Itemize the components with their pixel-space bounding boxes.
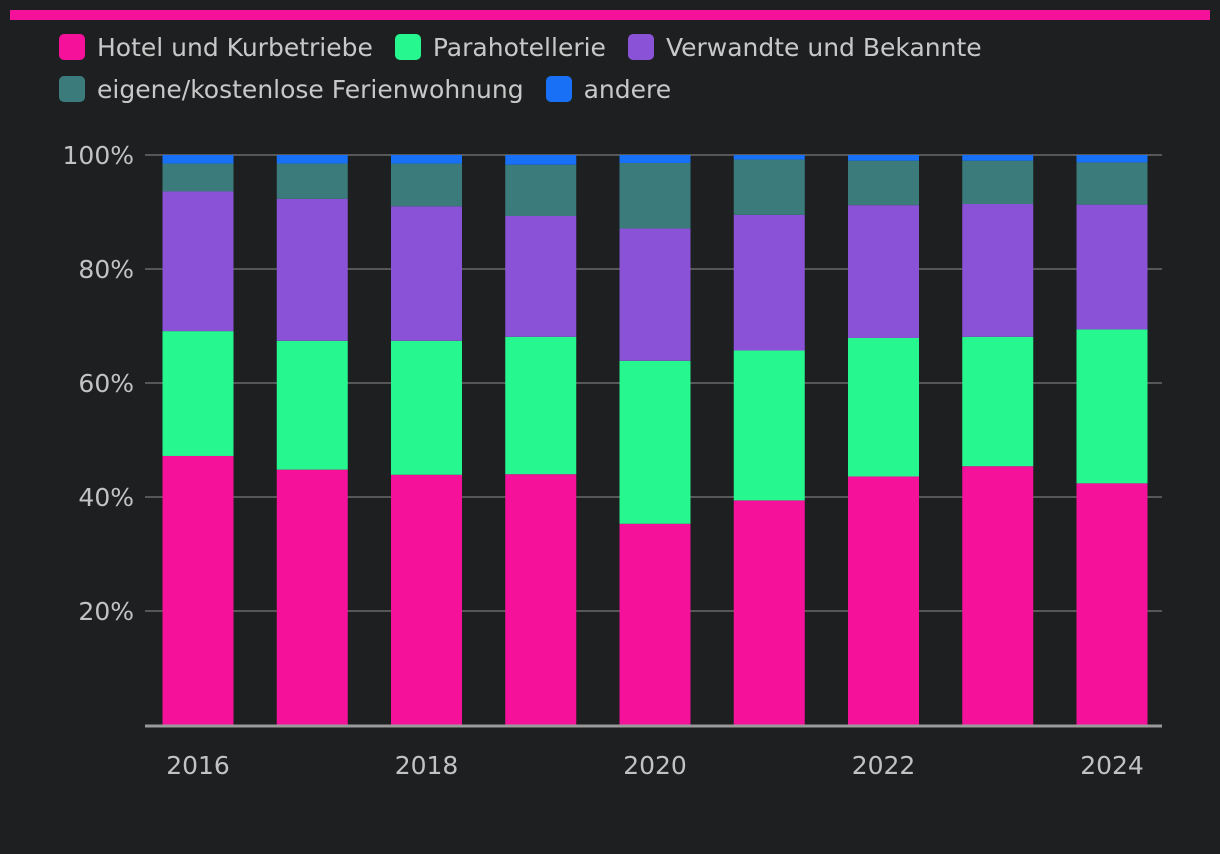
bar-segment[interactable] bbox=[1076, 204, 1148, 330]
bar-segment[interactable] bbox=[962, 466, 1034, 725]
bar-segment[interactable] bbox=[276, 155, 348, 164]
x-tick-label: 2018 bbox=[395, 751, 459, 780]
legend-item-hotel[interactable]: Hotel und Kurbetriebe bbox=[59, 33, 373, 62]
legend-row-1: Hotel und Kurbetriebe Parahotellerie Ver… bbox=[59, 26, 1059, 68]
bar-segment[interactable] bbox=[962, 155, 1034, 161]
bar-stack-2016 bbox=[162, 155, 234, 725]
y-tick-label: 80% bbox=[78, 255, 134, 284]
bar-segment[interactable] bbox=[391, 340, 462, 475]
bar-segment[interactable] bbox=[619, 523, 691, 725]
bar-segment[interactable] bbox=[733, 155, 805, 160]
x-tick-label: 2016 bbox=[166, 751, 230, 780]
bar-segment[interactable] bbox=[276, 198, 348, 341]
bar-segment[interactable] bbox=[1076, 329, 1148, 484]
bar-segment[interactable] bbox=[848, 205, 919, 338]
bar-stack-2019 bbox=[505, 155, 577, 725]
top-accent-bar bbox=[10, 10, 1210, 20]
legend-label-verwandte: Verwandte und Bekannte bbox=[665, 32, 982, 62]
bar-segment[interactable] bbox=[733, 214, 805, 351]
bar-segment[interactable] bbox=[962, 336, 1034, 467]
bar-segment[interactable] bbox=[162, 455, 234, 725]
x-tick-label: 2022 bbox=[852, 751, 916, 780]
bar-segment[interactable] bbox=[505, 474, 577, 725]
bar-segment[interactable] bbox=[162, 331, 234, 456]
legend-row-2: eigene/kostenlose Ferienwohnung andere bbox=[59, 68, 1059, 110]
bar-segment[interactable] bbox=[848, 155, 919, 161]
bars bbox=[162, 155, 1148, 725]
x-tick-label: 2020 bbox=[623, 751, 687, 780]
bar-segment[interactable] bbox=[848, 476, 919, 725]
bar-segment[interactable] bbox=[619, 228, 691, 361]
bar-stack-2023 bbox=[962, 155, 1034, 725]
bar-segment[interactable] bbox=[733, 350, 805, 501]
bar-segment[interactable] bbox=[391, 206, 462, 341]
bar-segment[interactable] bbox=[162, 163, 234, 192]
bar-stack-2018 bbox=[391, 155, 462, 725]
legend-label-andere: andere bbox=[583, 74, 672, 104]
bar-stack-2020 bbox=[619, 155, 691, 725]
bar-segment[interactable] bbox=[1076, 155, 1148, 163]
legend-swatch-parahotellerie bbox=[394, 34, 421, 60]
y-tick-labels: 20% 40% 60% 80% 100% bbox=[63, 141, 134, 626]
bar-segment[interactable] bbox=[1076, 162, 1148, 205]
bar-segment[interactable] bbox=[276, 469, 348, 725]
bar-stack-2021 bbox=[733, 155, 805, 725]
legend-label-ferienwohnung: eigene/kostenlose Ferienwohnung bbox=[97, 74, 524, 104]
bar-segment[interactable] bbox=[733, 159, 805, 215]
bar-segment[interactable] bbox=[848, 337, 919, 477]
bar-segment[interactable] bbox=[162, 155, 234, 164]
bar-segment[interactable] bbox=[505, 155, 577, 165]
bar-segment[interactable] bbox=[162, 191, 234, 332]
x-tick-labels: 2016 2018 2020 2022 2024 bbox=[166, 751, 1144, 780]
bar-segment[interactable] bbox=[391, 163, 462, 207]
bar-segment[interactable] bbox=[391, 155, 462, 164]
legend-swatch-ferienwohnung bbox=[59, 76, 85, 102]
legend-swatch-andere bbox=[545, 76, 572, 102]
legend-label-parahotellerie: Parahotellerie bbox=[432, 32, 606, 62]
bar-segment[interactable] bbox=[733, 500, 805, 725]
bar-segment[interactable] bbox=[276, 340, 348, 470]
legend-item-ferienwohnung[interactable]: eigene/kostenlose Ferienwohnung bbox=[59, 75, 524, 104]
bar-stack-2017 bbox=[276, 155, 348, 725]
bar-segment[interactable] bbox=[619, 162, 691, 229]
bar-segment[interactable] bbox=[619, 360, 691, 524]
bar-segment[interactable] bbox=[505, 164, 577, 216]
bar-segment[interactable] bbox=[276, 163, 348, 199]
y-tick-label: 20% bbox=[78, 597, 134, 626]
y-tick-label: 100% bbox=[63, 141, 134, 170]
bar-segment[interactable] bbox=[505, 336, 577, 475]
bar-stack-2024 bbox=[1076, 155, 1148, 725]
bar-segment[interactable] bbox=[962, 204, 1034, 337]
legend-item-andere[interactable]: andere bbox=[545, 74, 672, 104]
bar-segment[interactable] bbox=[505, 215, 577, 337]
bar-segment[interactable] bbox=[619, 155, 691, 163]
x-tick-label: 2024 bbox=[1080, 751, 1144, 780]
legend-item-parahotellerie[interactable]: Parahotellerie bbox=[394, 32, 606, 62]
legend-swatch-hotel bbox=[59, 34, 85, 60]
bar-segment[interactable] bbox=[848, 160, 919, 206]
y-tick-label: 40% bbox=[78, 483, 134, 512]
legend-swatch-verwandte bbox=[627, 34, 654, 60]
bar-stack-2022 bbox=[848, 155, 919, 725]
bar-segment[interactable] bbox=[962, 160, 1034, 205]
y-tick-label: 60% bbox=[78, 369, 134, 398]
chart-legend: Hotel und Kurbetriebe Parahotellerie Ver… bbox=[59, 26, 1059, 110]
legend-item-verwandte[interactable]: Verwandte und Bekannte bbox=[627, 32, 982, 62]
legend-label-hotel: Hotel und Kurbetriebe bbox=[97, 32, 373, 62]
bar-segment[interactable] bbox=[1076, 483, 1148, 725]
bar-segment[interactable] bbox=[391, 474, 462, 725]
